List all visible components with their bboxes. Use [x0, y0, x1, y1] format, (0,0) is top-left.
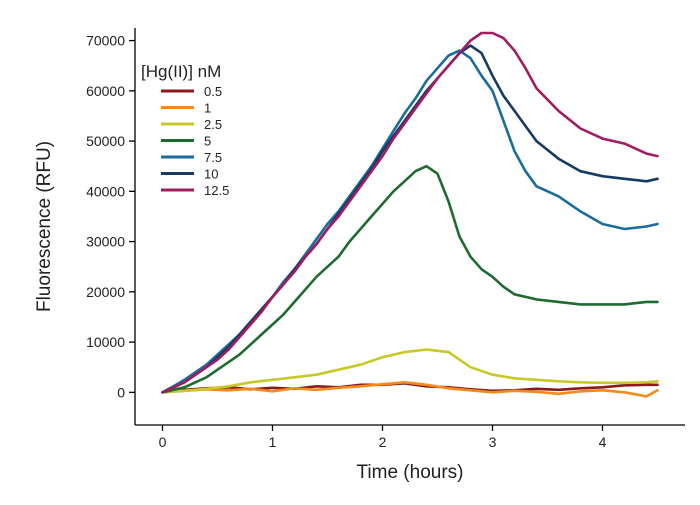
y-tick-label: 20000 — [86, 284, 125, 300]
x-axis-title: Time (hours) — [357, 462, 464, 483]
legend-label: 10 — [204, 167, 218, 182]
y-tick-label: 0 — [117, 384, 125, 400]
y-ticks: 0 10000 20000 30000 40000 50000 60000 70000 — [86, 33, 135, 400]
legend-label: 0.5 — [204, 84, 222, 99]
legend-label: 12.5 — [204, 183, 229, 198]
legend-title: [Hg(II)] nM — [141, 62, 221, 81]
y-tick-label: 70000 — [86, 33, 125, 49]
y-tick-label: 10000 — [86, 334, 125, 350]
series-line-10 — [161, 44, 659, 394]
x-tick-label: 3 — [489, 434, 497, 450]
y-tick-label: 40000 — [86, 183, 125, 199]
y-tick-label: 60000 — [86, 83, 125, 99]
y-axis-title: Fluorescence (RFU) — [34, 141, 55, 312]
x-tick-label: 1 — [269, 434, 277, 450]
x-ticks: 0 1 2 3 4 — [159, 425, 607, 450]
series-line-5 — [161, 164, 659, 394]
y-tick-label: 30000 — [86, 234, 125, 250]
series-line-1 — [161, 380, 659, 398]
x-tick-label: 2 — [379, 434, 387, 450]
series-line-12-5 — [161, 31, 659, 394]
legend-label: 5 — [204, 134, 211, 149]
y-tick-label: 50000 — [86, 133, 125, 149]
legend-label: 2.5 — [204, 117, 222, 132]
series-line-2-5 — [161, 348, 659, 394]
legend-label: 1 — [204, 101, 211, 116]
x-tick-label: 4 — [599, 434, 607, 450]
axes — [134, 28, 685, 426]
series-lines — [161, 31, 659, 398]
x-tick-label: 0 — [159, 434, 167, 450]
legend-label: 7.5 — [204, 150, 222, 165]
